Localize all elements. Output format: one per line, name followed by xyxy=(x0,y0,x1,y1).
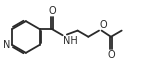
Text: O: O xyxy=(100,20,107,30)
Text: NH: NH xyxy=(63,36,78,46)
Text: O: O xyxy=(48,6,56,16)
Text: N: N xyxy=(3,40,11,50)
Text: O: O xyxy=(107,50,115,60)
